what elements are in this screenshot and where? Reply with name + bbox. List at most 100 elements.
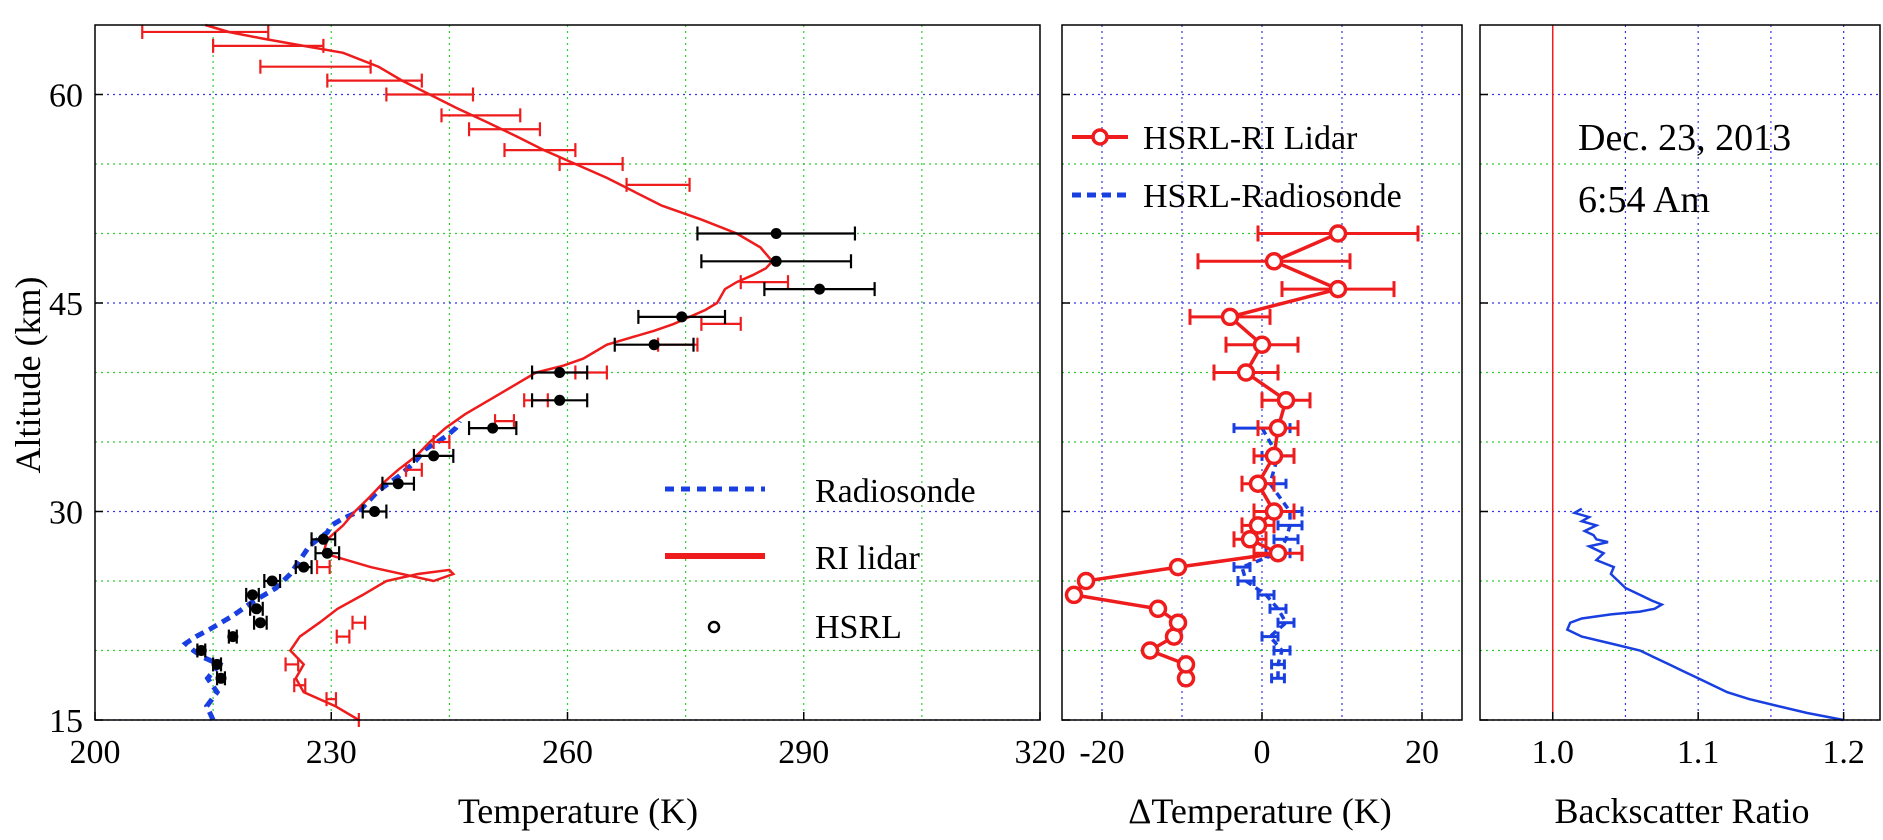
hsrl-ri-point (1248, 474, 1268, 493)
ri-lidar-errorbar (335, 629, 351, 644)
legend-radiosonde-label: Radiosonde (815, 473, 976, 510)
hsrl-point (321, 547, 333, 559)
hsrl-point (554, 367, 566, 378)
hsrl-ri-point (1148, 599, 1168, 619)
x-tick-label: 260 (542, 734, 593, 771)
hsrl-ri-point (1328, 279, 1348, 299)
ri-lidar-errorbar (141, 24, 270, 39)
backscatter-line (1565, 507, 1844, 722)
panel-backscatter-frame (1479, 24, 1881, 721)
hsrl-point (814, 283, 825, 295)
backscatter-x-axis-label: Backscatter Ratio (1555, 791, 1810, 831)
ri-lidar-errorbar (558, 157, 624, 171)
hsrl-radiosonde-errorbar (1276, 617, 1296, 628)
temperature-x-axis-label: Temperature (K) (458, 791, 698, 831)
hsrl-radiosonde-errorbar (1260, 631, 1280, 642)
ri-lidar-errorbar (404, 462, 423, 477)
legend-hsrl-label: HSRL (815, 609, 902, 646)
hsrl-ri-point (1268, 543, 1288, 563)
hsrl-ri-point (1268, 418, 1288, 438)
hsrl-ri-point (1168, 613, 1188, 632)
ri-lidar-errorbar (432, 435, 451, 449)
hsrl-point (250, 603, 262, 615)
ri-lidar-errorbar (284, 657, 300, 672)
temperature-legend: Radiosonde RI lidar HSRL (665, 473, 976, 646)
y-tick-label: 45 (49, 286, 83, 323)
hsrl-ri-point (1076, 571, 1096, 591)
hsrl-radiosonde-errorbar (1268, 603, 1288, 614)
hsrl-ri-point (1264, 252, 1284, 271)
hsrl-point (554, 394, 566, 406)
hsrl-ri-point (1236, 363, 1256, 382)
ri-lidar-errorbar (351, 615, 367, 630)
panel-temperature-ticks: 200 230 260 290 320 15 30 45 60 (49, 78, 1066, 772)
hsrl-point (254, 617, 266, 629)
y-tick-label: 15 (49, 703, 83, 740)
ri-lidar-errorbar (326, 73, 423, 88)
hsrl-point (648, 339, 660, 351)
hsrl-point (298, 561, 310, 573)
hsrl-ri-line (1070, 231, 1344, 679)
date-annotation: Dec. 23, 2013 (1578, 117, 1791, 159)
hsrl-radiosonde-errorbar (1256, 589, 1276, 600)
hsrl-point (428, 450, 440, 462)
x-tick-label: 1.0 (1531, 734, 1574, 771)
hsrl-radiosonde-errorbar (1232, 562, 1252, 573)
hsrl-point (676, 311, 688, 323)
x-tick-label: 200 (70, 734, 121, 771)
hsrl-ri-point (1240, 530, 1260, 549)
legend-hsrl-marker (707, 620, 721, 634)
x-tick-label: 230 (306, 734, 357, 771)
hsrl-point (770, 255, 782, 267)
hsrl-radiosonde-errorbar (1272, 534, 1300, 545)
legend-hsrl-ri-marker (1091, 128, 1109, 146)
x-tick-label: 0 (1254, 734, 1271, 771)
hsrl-point (211, 658, 223, 670)
panel-backscatter: 1.0 1.1 1.2 Backscatter Ratio Dec. 23, 201… (1479, 24, 1881, 831)
hsrl-radiosonde-line (1239, 427, 1292, 679)
ri-lidar-errorbar (467, 122, 542, 137)
ri-lidar-errorbar (293, 678, 307, 693)
hsrl-ri-point (1176, 655, 1196, 674)
delta-legend: HSRL-RI Lidar HSRL-Radiosonde (1072, 120, 1402, 215)
ri-lidar-errorbar (385, 87, 475, 102)
delta-x-axis-label: ΔTemperature (K) (1128, 791, 1392, 831)
ri-lidar-errorbar (493, 414, 516, 429)
hsrl-ri-point (1064, 585, 1084, 605)
hsrl-ri-point (1264, 446, 1284, 466)
hsrl-point (215, 672, 227, 684)
radiosonde-line (181, 419, 462, 722)
panel-temperature-series (141, 23, 876, 727)
legend-hsrl-ri-label: HSRL-RI Lidar (1143, 120, 1358, 157)
altitude-y-axis-label: Altitude (km) (8, 277, 48, 474)
hsrl-ri-point (1252, 335, 1272, 354)
ri-lidar-errorbar (212, 38, 325, 53)
hsrl-ri-point (1264, 502, 1284, 521)
hsrl-point (317, 533, 329, 545)
hsrl-point (770, 228, 782, 239)
hsrl-ri-point (1276, 391, 1296, 410)
panel-backscatter-grid (1480, 25, 1880, 721)
hsrl-radiosonde-errorbar (1276, 520, 1304, 531)
panel-backscatter-ticks: 1.0 1.1 1.2 (1480, 93, 1865, 771)
hsrl-point (369, 506, 381, 517)
hsrl-point (392, 478, 404, 490)
ri-lidar-line (204, 23, 774, 722)
panel-delta-ticks: -20 0 20 (1062, 93, 1439, 771)
x-tick-label: 1.2 (1822, 734, 1865, 771)
x-tick-label: 20 (1405, 734, 1439, 771)
hsrl-radiosonde-errorbar (1236, 576, 1256, 586)
hsrl-point (266, 575, 278, 587)
hsrl-radiosonde-errorbar (1272, 645, 1292, 656)
hsrl-ri-point (1168, 557, 1188, 577)
hsrl-point (227, 631, 239, 643)
panel-temperature-grid (95, 25, 1040, 721)
ri-lidar-errorbar (259, 59, 372, 74)
hsrl-radiosonde-errorbar (1270, 673, 1286, 684)
hsrl-ri-point (1328, 224, 1348, 243)
x-tick-label: 320 (1015, 734, 1066, 771)
x-tick-label: 290 (778, 734, 829, 771)
x-tick-label: -20 (1079, 734, 1124, 771)
